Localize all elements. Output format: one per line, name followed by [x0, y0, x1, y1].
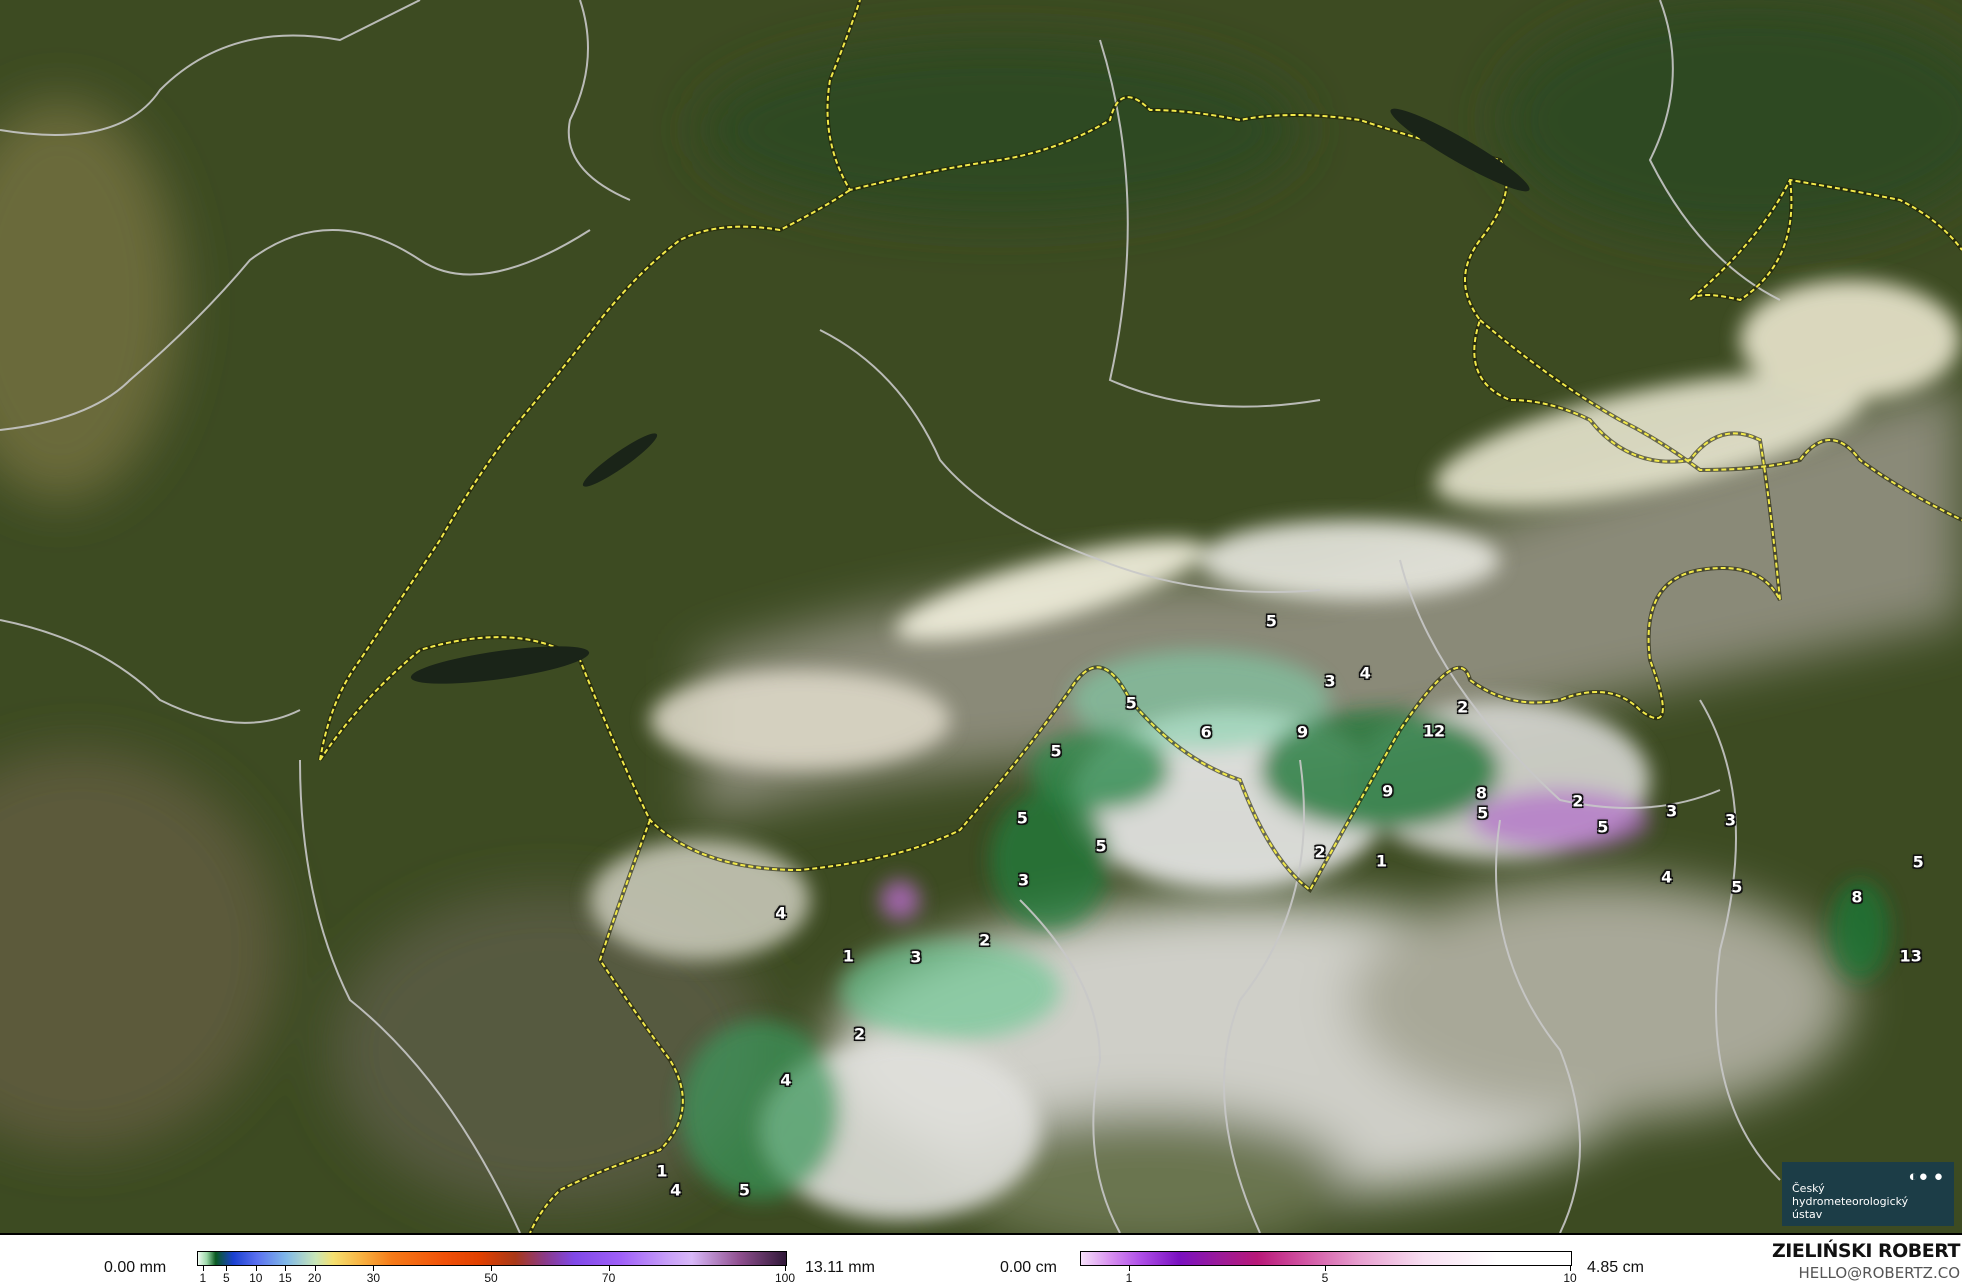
precip-value-label: 2 [979, 930, 991, 950]
rain-min-label: 0.00 mm [104, 1259, 167, 1276]
rain-tick-label: 5 [223, 1271, 230, 1285]
snow-tick [1570, 1265, 1571, 1271]
precip-value-label: 9 [1296, 722, 1309, 742]
rain-tick [785, 1265, 786, 1271]
precip-value-label: 5 [1016, 808, 1028, 828]
precip-value-label: 5 [1477, 803, 1489, 823]
legend-area: 0.00 mm 1 5 10 15 20 30 50 70 100 13.11 mm 0.00 … [0, 1233, 1962, 1287]
precip-value-label: 12 [1422, 721, 1446, 741]
rain-tick [226, 1265, 228, 1271]
precip-value-label: 3 [1666, 801, 1678, 821]
precip-value-label: 1 [656, 1161, 668, 1181]
logo-line2: hydrometeorologický [1792, 1195, 1909, 1208]
precip-value-label: 2 [1457, 697, 1469, 717]
precipitation-map[interactable]: 5 3 4 5 6 9 12 2 5 9 8 5 2 5 3 3 5 5 2 1 3 4 5 5 8 4 2 1 3 13 2 4 1 4 5 ◐●… [0, 0, 1962, 1235]
precip-value-label: 2 [854, 1024, 866, 1044]
snow-max-label: 4.85 cm [1587, 1259, 1644, 1276]
rain-tick [255, 1265, 257, 1271]
rain-tick-label: 1 [199, 1271, 207, 1285]
map-background [0, 0, 1962, 1233]
precip-value-label: 3 [1017, 870, 1030, 890]
rain-tick [314, 1265, 316, 1271]
precip-value-label: 3 [910, 947, 922, 967]
rain-tick-label: 15 [278, 1271, 292, 1285]
rain-max-label: 13.11 mm [805, 1259, 875, 1276]
rain-tick [608, 1265, 610, 1271]
snow-min-label: 0.00 cm [1000, 1259, 1057, 1276]
rain-tick-label: 10 [249, 1271, 263, 1285]
snow-tick [1129, 1265, 1130, 1271]
precip-value-label: 8 [1851, 887, 1863, 907]
precip-value-label: 5 [1125, 693, 1137, 713]
precip-value-label: 5 [1095, 836, 1107, 856]
precip-value-label: 8 [1475, 783, 1488, 803]
snow-tick-label: 5 [1321, 1271, 1329, 1285]
rain-tick [491, 1265, 492, 1271]
rain-tick-label: 100 [774, 1271, 796, 1285]
precip-value-label: 6 [1200, 722, 1212, 742]
precip-value-label: 4 [670, 1180, 682, 1200]
precip-value-label: 1 [1375, 851, 1387, 871]
snow-colorbar [1080, 1251, 1572, 1266]
precip-value-label: 13 [1899, 946, 1922, 966]
rain-tick [202, 1265, 204, 1271]
precip-value-label: 5 [738, 1180, 751, 1200]
rain-tick-label: 20 [307, 1271, 322, 1285]
precip-value-label: 4 [1359, 663, 1371, 683]
rain-tick [285, 1265, 287, 1271]
precip-value-label: 2 [1572, 791, 1584, 811]
snow-tick [1325, 1265, 1326, 1271]
logo-line1: Český [1792, 1182, 1825, 1195]
snow-tick-label: 10 [1563, 1271, 1577, 1285]
author-email[interactable]: HELLO@ROBERTZ.CO [1798, 1264, 1960, 1282]
rain-tick-label: 30 [366, 1271, 381, 1285]
precip-value-label: 2 [1314, 842, 1326, 862]
rain-colorbar [197, 1251, 787, 1266]
rain-tick [373, 1265, 375, 1271]
precip-value-label: 5 [1265, 611, 1277, 631]
rain-tick-label: 50 [484, 1271, 498, 1285]
snow-tick-label: 1 [1125, 1271, 1133, 1285]
logo-mark-icon: ◐● ● [1908, 1168, 1944, 1185]
precip-value-label: 5 [1912, 852, 1924, 872]
precip-value-label: 9 [1382, 781, 1394, 801]
chmi-logo: ◐● ● Český hydrometeorologický ústav [1782, 1162, 1954, 1226]
precip-value-label: 1 [842, 946, 854, 966]
rain-tick-label: 70 [601, 1271, 616, 1285]
author-name: ZIELIŃSKI ROBERT [1772, 1240, 1960, 1262]
precip-value-label: 5 [1050, 741, 1062, 761]
precip-value-label: 5 [1597, 817, 1609, 837]
logo-line3: ústav [1792, 1208, 1823, 1221]
precip-value-label: 3 [1324, 671, 1336, 691]
precip-value-label: 5 [1731, 877, 1743, 897]
precip-value-label: 4 [775, 903, 787, 923]
precip-value-label: 3 [1724, 810, 1737, 830]
precip-value-label: 4 [1661, 867, 1673, 887]
precip-value-label: 4 [780, 1070, 792, 1090]
